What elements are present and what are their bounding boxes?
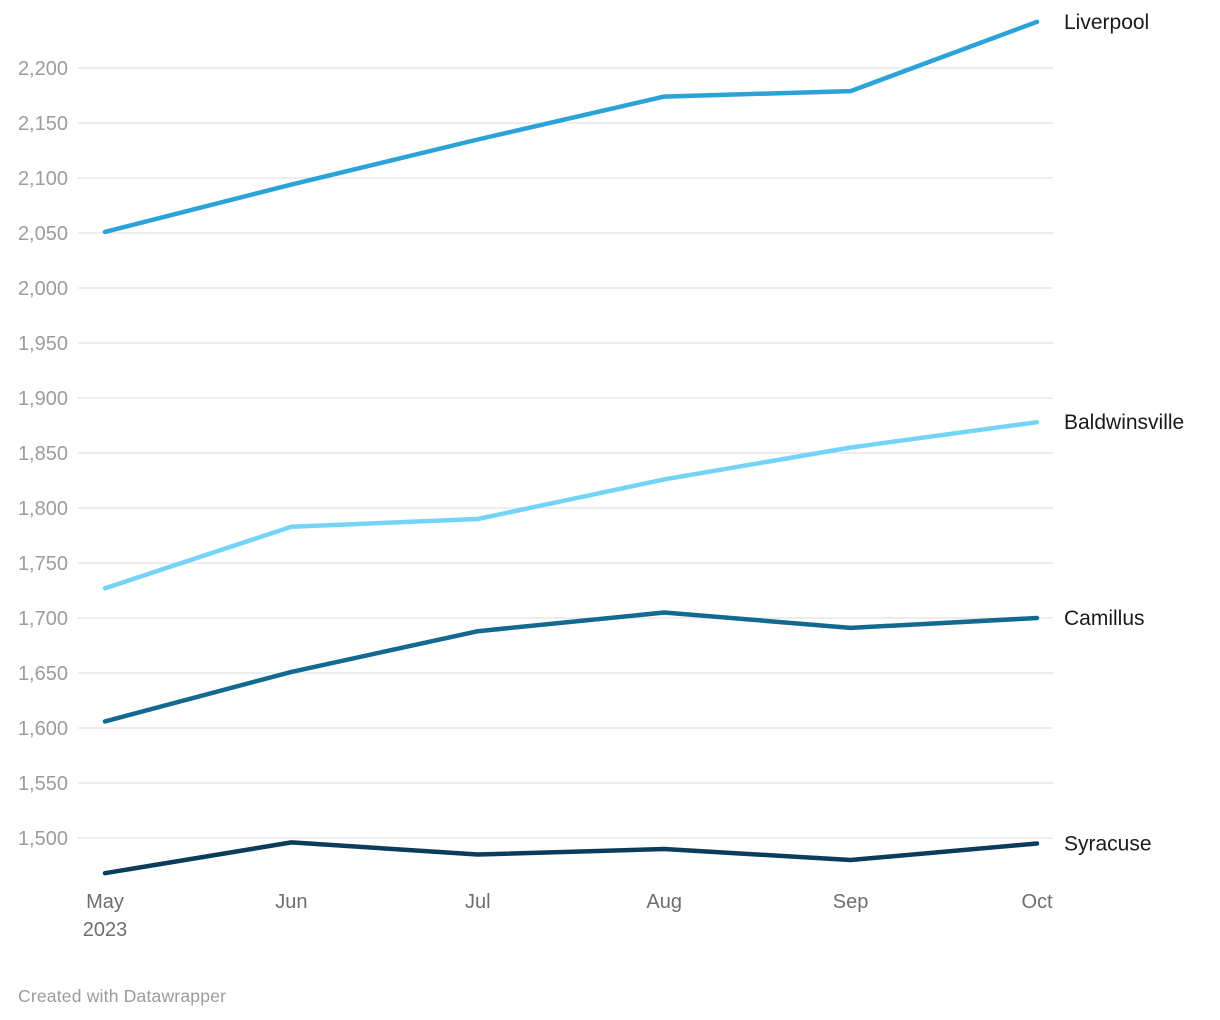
y-tick-label: 1,900 — [18, 388, 68, 410]
y-tick-label: 1,800 — [18, 498, 68, 520]
series-labels-group: Liverpool Baldwinsville Camillus Syracuse — [1064, 11, 1184, 856]
y-tick-label: 1,750 — [18, 553, 68, 575]
y-tick-label: 2,050 — [18, 223, 68, 245]
series-line-syracuse — [102, 840, 1040, 876]
x-tick-label: Jul — [465, 891, 491, 913]
series-label-liverpool: Liverpool — [1064, 11, 1149, 34]
x-tick-label: Sep — [833, 891, 869, 913]
series-line-baldwinsville — [102, 419, 1040, 591]
y-tick-label: 1,500 — [18, 828, 68, 850]
y-tick-label: 1,950 — [18, 333, 68, 355]
x-tick-label: Jun — [275, 891, 307, 913]
chart-canvas: 2,200 2,150 2,100 2,050 2,000 1,950 1,900 1,850… — [18, 11, 1184, 941]
x-tick-label: Aug — [646, 891, 682, 913]
y-tick-label: 1,700 — [18, 608, 68, 630]
y-tick-label: 2,150 — [18, 113, 68, 135]
y-tick-label: 2,200 — [18, 58, 68, 80]
x-tick-label: Oct — [1021, 891, 1053, 913]
series-label-baldwinsville: Baldwinsville — [1064, 411, 1184, 434]
series-line-camillus — [102, 610, 1040, 724]
x-tick-label: 2023 — [83, 919, 128, 941]
datawrapper-credit: Created with Datawrapper — [18, 986, 227, 1006]
x-tick-label: May — [86, 891, 124, 913]
series-label-camillus: Camillus — [1064, 607, 1145, 630]
y-tick-label: 2,000 — [18, 278, 68, 300]
x-axis-labels-group: May 2023 Jun Jul Aug Sep Oct — [83, 891, 1053, 941]
y-tick-label: 1,650 — [18, 663, 68, 685]
y-tick-label: 1,550 — [18, 773, 68, 795]
y-tick-label: 1,600 — [18, 718, 68, 740]
series-line-liverpool — [102, 19, 1040, 235]
gridlines-group — [78, 67, 1053, 839]
y-tick-label: 1,850 — [18, 443, 68, 465]
y-axis-labels-group: 2,200 2,150 2,100 2,050 2,000 1,950 1,900 1,850… — [18, 58, 68, 850]
series-lines-group — [102, 19, 1040, 876]
series-label-syracuse: Syracuse — [1064, 833, 1152, 856]
y-tick-label: 2,100 — [18, 168, 68, 190]
